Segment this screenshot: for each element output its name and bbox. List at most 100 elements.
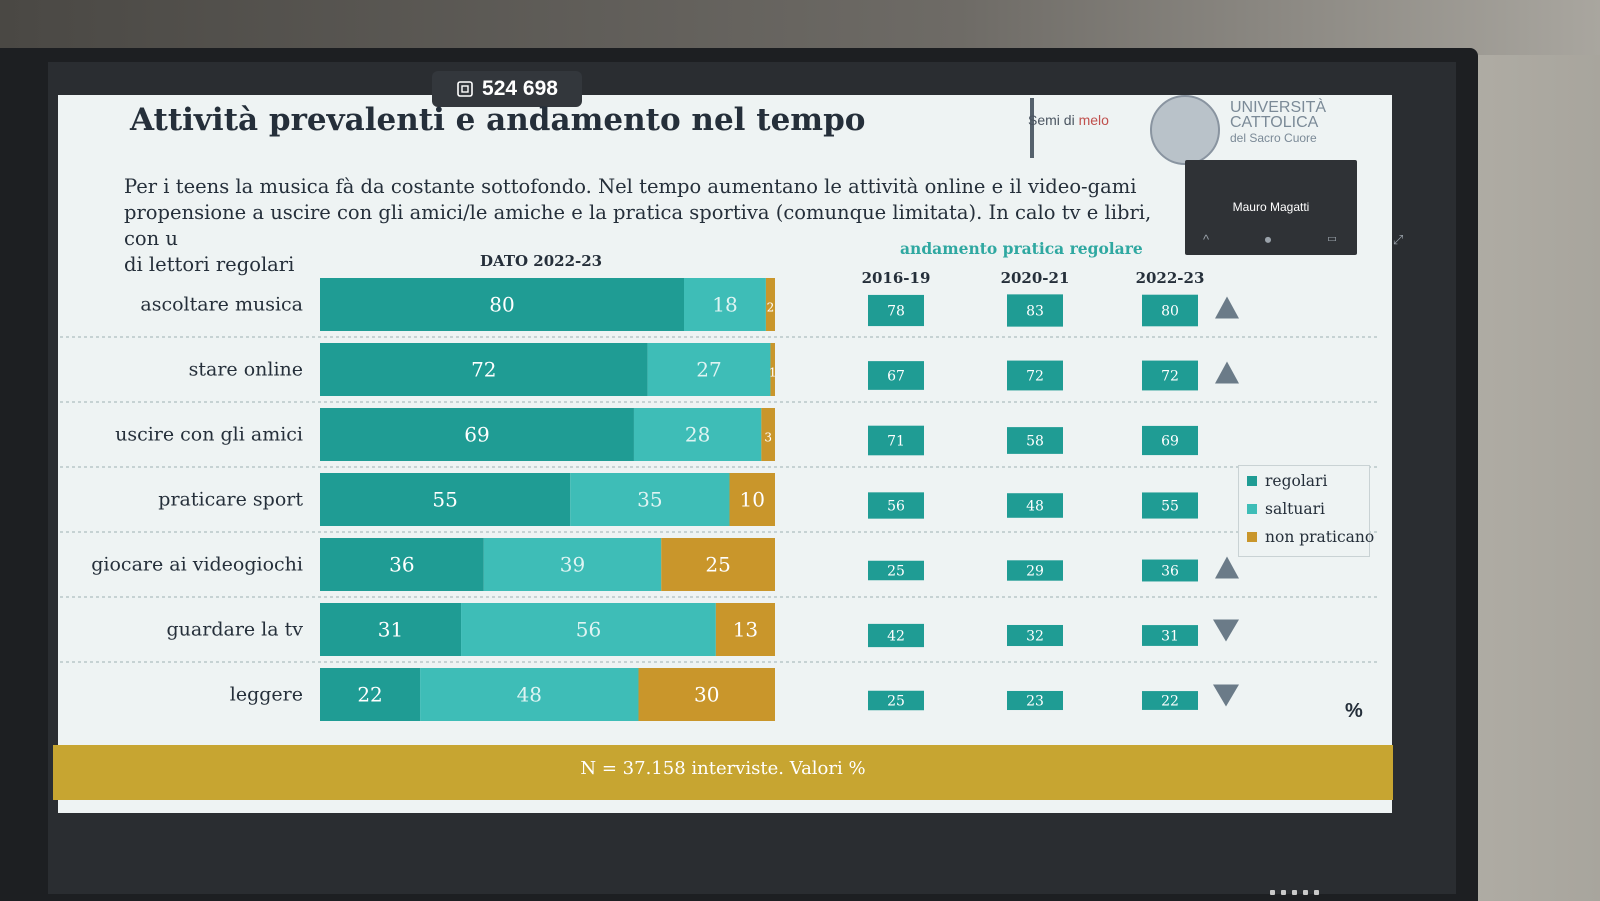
university-seal-icon <box>1150 95 1220 165</box>
percent-sign: % <box>1345 700 1363 722</box>
video-call-tile[interactable]: Mauro Magatti ^ ⏺ ▭ ⤢ <box>1185 160 1403 255</box>
participant-name: Mauro Magatti <box>1232 200 1310 214</box>
presentation-counter: 524 698 <box>432 71 582 107</box>
bar-regolari-giocare-ai-videogiochi <box>320 538 484 591</box>
trend-up-arrow-icon <box>1215 296 1239 319</box>
legend-item-saltuari: saltuari <box>1247 500 1325 518</box>
trend-box-2022-23-stare-online <box>1142 360 1198 391</box>
presentation-counter-icon <box>457 81 473 98</box>
bar-non-praticano-ascoltare-musica <box>765 278 775 331</box>
category-label-stare-online: stare online <box>189 359 303 381</box>
trend-value-2022-23-praticare-sport: 55 <box>1161 499 1179 515</box>
category-label-giocare-ai-videogiochi: giocare ai videogiochi <box>91 554 303 576</box>
bar-label-non-praticano-guardare-la-tv: 13 <box>733 618 758 642</box>
semi-di-melo-logo-mark <box>1030 98 1034 158</box>
trend-column-header-2022-23: 2022-23 <box>1136 269 1205 287</box>
trend-up-arrow-icon <box>1215 556 1239 579</box>
trend-value-2016-19-stare-online: 67 <box>887 369 905 385</box>
trend-value-2020-21-leggere: 23 <box>1026 694 1044 710</box>
category-label-uscire-con-gli-amici: uscire con gli amici <box>115 424 303 446</box>
bar-saltuari-uscire-con-gli-amici <box>633 408 762 461</box>
university-logo: UNIVERSITÀ CATTOLICA del Sacro Cuore <box>1230 100 1326 146</box>
trend-box-2020-21-guardare-la-tv <box>1007 624 1063 647</box>
uni-line-3: del Sacro Cuore <box>1230 131 1317 145</box>
bar-label-saltuari-uscire-con-gli-amici: 28 <box>685 423 710 447</box>
bar-regolari-ascoltare-musica <box>320 278 684 331</box>
bar-saltuari-guardare-la-tv <box>461 603 716 656</box>
video-controls[interactable]: ^ ⏺ ▭ ⤢ <box>1203 232 1430 247</box>
bar-saltuari-ascoltare-musica <box>684 278 766 331</box>
trend-box-2022-23-guardare-la-tv <box>1142 625 1198 646</box>
legend-swatch-regolari <box>1247 476 1257 486</box>
window-background <box>0 0 1600 55</box>
trend-header: andamento pratica regolare <box>900 239 1143 258</box>
bar-label-regolari-giocare-ai-videogiochi: 36 <box>389 553 414 577</box>
bar-non-praticano-guardare-la-tv <box>715 603 775 656</box>
semi-di-melo-logo: Semi di melo <box>1028 112 1109 128</box>
trend-box-2016-19-praticare-sport <box>868 492 924 519</box>
trend-box-2022-23-leggere <box>1142 691 1198 710</box>
bar-label-saltuari-guardare-la-tv: 56 <box>576 618 601 642</box>
logo-semi-b: melo <box>1078 112 1109 128</box>
trend-value-2016-19-ascoltare-musica: 78 <box>887 304 905 320</box>
trend-value-2016-19-giocare-ai-videogiochi: 25 <box>887 564 905 580</box>
uni-line-1: UNIVERSITÀ <box>1230 99 1327 116</box>
bar-label-saltuari-praticare-sport: 35 <box>637 488 662 512</box>
bar-regolari-leggere <box>320 668 421 721</box>
trend-box-2020-21-stare-online <box>1007 360 1063 391</box>
trend-value-2022-23-ascoltare-musica: 80 <box>1161 304 1179 320</box>
bar-label-regolari-uscire-con-gli-amici: 69 <box>464 423 489 447</box>
bar-label-regolari-leggere: 22 <box>357 683 382 707</box>
legend-item-non-praticano: non praticano <box>1247 528 1374 546</box>
legend: regolari saltuari non praticano <box>1238 465 1374 557</box>
trend-box-2022-23-praticare-sport <box>1142 492 1198 519</box>
trend-box-2016-19-leggere <box>868 690 924 711</box>
trend-box-2016-19-stare-online <box>868 361 924 390</box>
bar-label-saltuari-leggere: 48 <box>517 683 542 707</box>
trend-value-2020-21-praticare-sport: 48 <box>1026 499 1044 515</box>
footer-note: N = 37.158 interviste. Valori % <box>580 758 866 779</box>
bar-label-non-praticano-praticare-sport: 10 <box>740 488 765 512</box>
bar-label-non-praticano-leggere: 30 <box>694 683 719 707</box>
trend-value-2022-23-stare-online: 72 <box>1161 369 1179 385</box>
bar-regolari-guardare-la-tv <box>320 603 462 656</box>
intro-line-2: propensione a uscire con gli amici/le am… <box>124 201 1152 250</box>
trend-value-2022-23-uscire-con-gli-amici: 69 <box>1161 434 1179 450</box>
bar-saltuari-praticare-sport <box>570 473 730 526</box>
bar-saltuari-giocare-ai-videogiochi <box>483 538 662 591</box>
slide-intro: Per i teens la musica fà da costante sot… <box>124 174 1184 278</box>
trend-box-2020-21-giocare-ai-videogiochi <box>1007 560 1063 581</box>
trend-box-2022-23-giocare-ai-videogiochi <box>1142 559 1198 582</box>
trend-value-2022-23-guardare-la-tv: 31 <box>1161 629 1179 645</box>
bar-chart-header: DATO 2022-23 <box>480 252 603 270</box>
trend-box-2016-19-guardare-la-tv <box>868 623 924 648</box>
trend-down-arrow-icon <box>1213 684 1239 707</box>
bar-saltuari-stare-online <box>647 343 771 396</box>
bar-non-praticano-stare-online <box>770 343 775 396</box>
trend-value-2022-23-leggere: 22 <box>1161 694 1179 710</box>
bar-non-praticano-uscire-con-gli-amici <box>761 408 775 461</box>
trend-box-2020-21-praticare-sport <box>1007 493 1063 518</box>
category-label-guardare-la-tv: guardare la tv <box>167 619 304 641</box>
bar-label-saltuari-giocare-ai-videogiochi: 39 <box>560 553 585 577</box>
bar-label-regolari-praticare-sport: 55 <box>432 488 457 512</box>
bar-non-praticano-leggere <box>638 668 775 721</box>
trend-box-2020-21-leggere <box>1007 690 1063 711</box>
bar-label-saltuari-stare-online: 27 <box>696 358 721 382</box>
trend-box-2020-21-ascoltare-musica <box>1007 294 1063 327</box>
bar-label-regolari-stare-online: 72 <box>471 358 496 382</box>
trend-down-arrow-icon <box>1213 619 1239 642</box>
footer-band <box>53 745 1393 800</box>
trend-value-2016-19-leggere: 25 <box>887 694 905 710</box>
intro-line-3: di lettori regolari <box>124 253 295 276</box>
trend-column-header-2016-19: 2016-19 <box>862 269 931 287</box>
bar-non-praticano-giocare-ai-videogiochi <box>661 538 775 591</box>
bar-label-non-praticano-stare-online: 1 <box>769 366 777 380</box>
bar-saltuari-leggere <box>420 668 639 721</box>
trend-box-2020-21-uscire-con-gli-amici <box>1007 427 1063 454</box>
trend-value-2022-23-giocare-ai-videogiochi: 36 <box>1161 564 1179 580</box>
trend-value-2016-19-praticare-sport: 56 <box>887 499 905 515</box>
monitor-status-lights <box>1270 880 1360 895</box>
bar-regolari-stare-online <box>320 343 648 396</box>
